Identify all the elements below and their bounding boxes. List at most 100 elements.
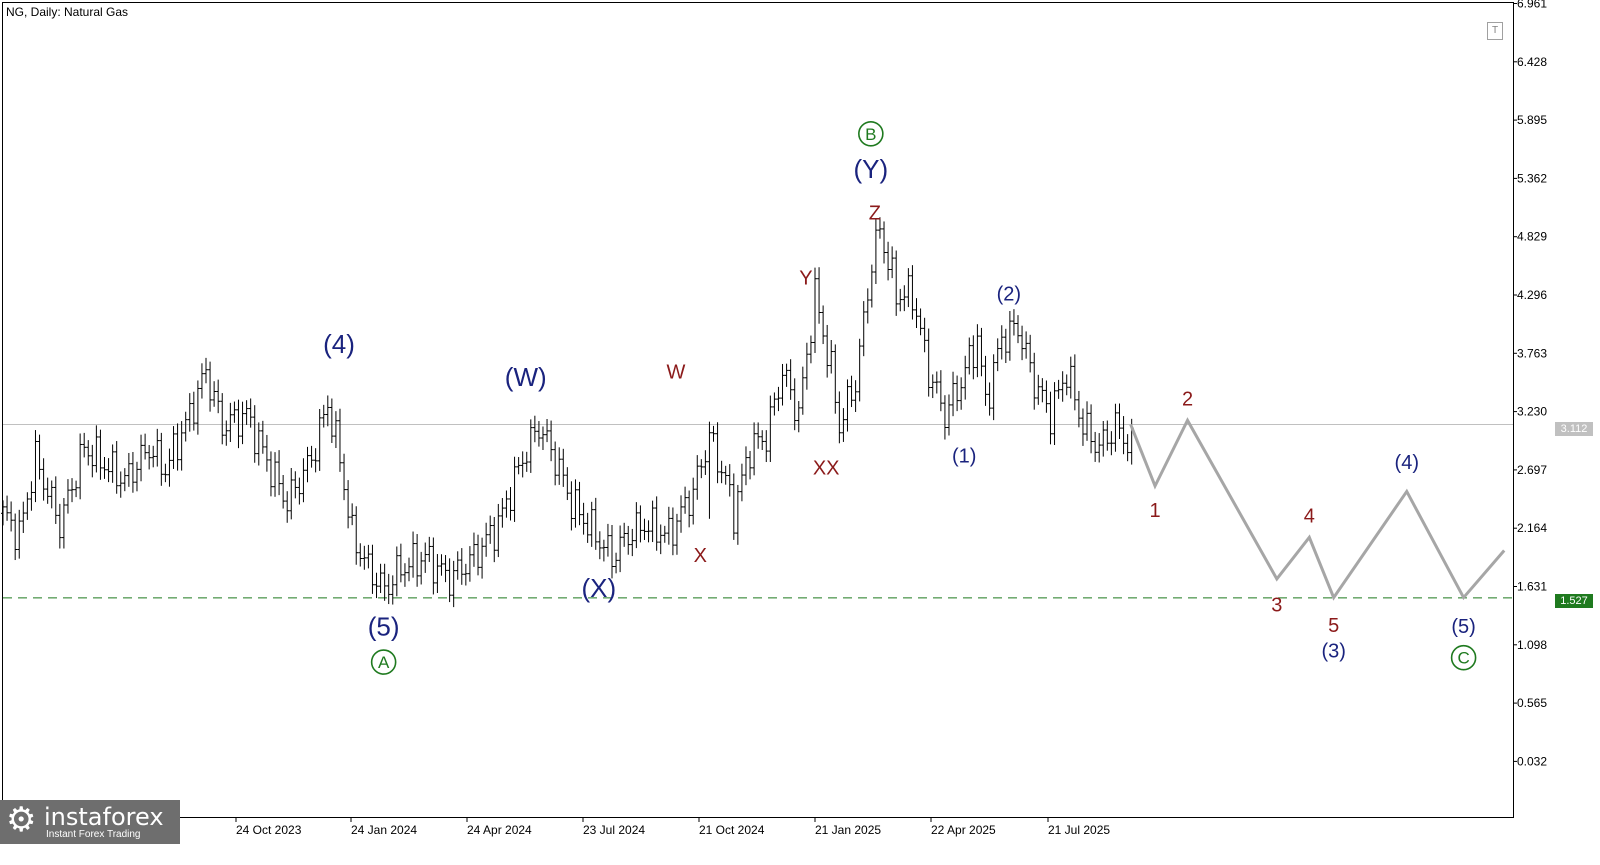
price-bar xyxy=(1085,401,1090,441)
price-bar xyxy=(743,446,748,486)
price-bar xyxy=(955,375,960,412)
price-bar xyxy=(857,338,862,402)
wave-label: 1 xyxy=(1149,500,1160,522)
price-bar xyxy=(370,544,375,594)
price-bar xyxy=(256,422,261,466)
trade-toggle-button[interactable]: T xyxy=(1487,22,1503,40)
price-bar xyxy=(622,522,627,547)
price-bar xyxy=(735,484,740,545)
price-bar xyxy=(642,518,647,540)
price-bar xyxy=(98,429,103,480)
projection-path xyxy=(1129,417,1506,601)
price-bar xyxy=(1056,379,1061,399)
price-bar xyxy=(130,452,135,493)
wave-label: (4) xyxy=(323,329,355,359)
price-bar xyxy=(492,516,497,563)
price-bar xyxy=(167,448,172,487)
wave-label-text: A xyxy=(378,653,390,672)
price-bar xyxy=(33,430,38,503)
price-bar xyxy=(277,450,282,496)
price-bar xyxy=(362,545,367,570)
price-bar xyxy=(1125,434,1130,462)
price-bar xyxy=(674,513,679,555)
price-bar xyxy=(687,490,692,528)
price-bar xyxy=(670,507,675,556)
price-bar xyxy=(220,393,225,445)
price-bar xyxy=(212,381,217,407)
price-bar xyxy=(646,520,651,543)
price-bar xyxy=(1089,404,1094,454)
y-tick-label: 5.895 xyxy=(1517,113,1547,127)
price-bar xyxy=(151,445,156,468)
price-bar xyxy=(1060,371,1065,402)
wave-label: (W) xyxy=(505,362,547,392)
x-tick-label: 21 Oct 2024 xyxy=(699,823,765,837)
price-bar xyxy=(979,327,984,377)
price-bar xyxy=(1113,403,1118,452)
y-tick-label: 0.565 xyxy=(1517,696,1547,710)
price-bar xyxy=(926,328,931,397)
x-tick-label: 21 Jul 2025 xyxy=(1048,823,1110,837)
price-bar xyxy=(402,563,407,587)
price-bar xyxy=(191,391,196,431)
price-bar xyxy=(240,401,245,445)
price-bar xyxy=(922,317,927,353)
projection-line xyxy=(1129,417,1506,601)
wave-label: 4 xyxy=(1304,506,1315,528)
price-bar xyxy=(821,305,826,345)
price-bar xyxy=(1040,378,1045,403)
price-bar xyxy=(329,398,334,443)
price-bar xyxy=(431,537,436,595)
price-bar xyxy=(894,250,899,316)
price-bar xyxy=(289,467,294,520)
price-bar xyxy=(1101,420,1106,457)
price-bar xyxy=(252,405,257,463)
price-bar xyxy=(808,335,813,364)
price-bar xyxy=(102,457,107,479)
price-bar xyxy=(605,523,610,557)
price-bar xyxy=(29,481,34,511)
price-bars xyxy=(1,217,1134,608)
price-bar xyxy=(610,525,614,579)
price-bar xyxy=(61,497,66,549)
price-bar xyxy=(106,458,111,483)
price-bar xyxy=(248,398,253,428)
y-tick-label: 4.829 xyxy=(1517,230,1547,244)
price-bar xyxy=(411,531,416,578)
price-bar xyxy=(545,419,550,443)
price-bar xyxy=(1097,433,1102,463)
price-bar xyxy=(951,371,956,417)
support-level-tag: 1.527 xyxy=(1555,594,1593,608)
wave-circle xyxy=(1450,644,1477,671)
price-bar xyxy=(25,492,30,520)
price-bar xyxy=(658,524,663,555)
wave-label-text: B xyxy=(865,125,876,144)
price-bar xyxy=(41,458,46,501)
price-bar xyxy=(549,420,554,462)
price-bar xyxy=(285,491,290,523)
instaforex-logo: ⚙ instaforex Instant Forex Trading xyxy=(0,800,180,844)
price-bar xyxy=(536,421,541,447)
price-bar xyxy=(975,324,980,378)
price-bar xyxy=(1072,354,1077,411)
price-bar xyxy=(784,363,789,387)
wave-label: (5) xyxy=(1451,616,1475,638)
price-bar xyxy=(451,560,456,608)
price-bar xyxy=(5,495,10,521)
price-bar xyxy=(971,335,976,380)
price-bar xyxy=(557,447,562,485)
price-bar xyxy=(386,573,391,605)
price-bar xyxy=(1080,408,1085,446)
y-tick-label: 3.230 xyxy=(1517,405,1547,419)
price-bar xyxy=(195,380,200,435)
price-bar xyxy=(780,363,785,406)
price-bar xyxy=(768,395,773,462)
wave-label: (X) xyxy=(581,573,616,603)
price-bar xyxy=(471,532,476,567)
price-bar xyxy=(358,543,363,567)
price-bar xyxy=(126,452,131,487)
price-bar xyxy=(1048,391,1053,445)
plot-area-border xyxy=(2,2,1514,818)
price-bar xyxy=(13,513,18,561)
